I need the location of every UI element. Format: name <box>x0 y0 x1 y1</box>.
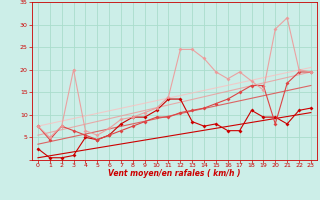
X-axis label: Vent moyen/en rafales ( km/h ): Vent moyen/en rafales ( km/h ) <box>108 169 241 178</box>
